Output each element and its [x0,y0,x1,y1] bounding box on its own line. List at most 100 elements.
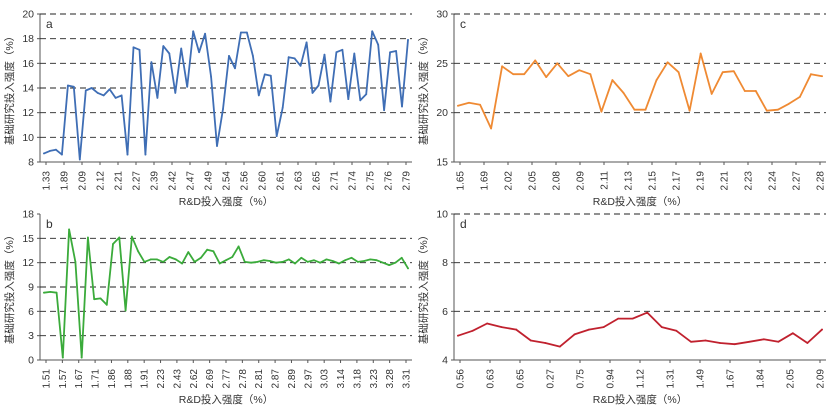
data-point [210,76,212,78]
y-tick-label: 12 [22,257,34,269]
data-point [68,228,71,231]
x-tick-label: 1.12 [636,369,647,389]
data-point [363,260,365,262]
data-point [317,84,320,87]
data-point [84,89,87,92]
data-point [55,291,58,294]
x-tick-label: 2.61 [276,171,287,191]
x-tick-label: 3.03 [320,369,331,389]
y-tick-label: 16 [22,58,34,70]
data-point [688,109,691,112]
panel-d: 4 6 8 10 0.56 0.63 0.65 0.27 0.75 0.94 1.12 1.31 1.4… [417,209,827,407]
x-tick-label: 2.62 [189,369,200,389]
data-point [331,260,334,262]
data-point [523,73,526,76]
data-point [61,153,63,156]
data-point [457,104,459,107]
data-point [600,110,603,113]
data-point [617,317,620,320]
data-point [90,87,93,89]
x-tick-label: 1.86 [107,369,118,389]
data-point [114,96,117,99]
data-point [660,326,663,329]
data-point [335,51,338,54]
data-point [269,260,271,262]
data-point [389,51,391,54]
data-point [299,64,302,67]
data-point [748,340,751,343]
data-point [690,340,692,343]
data-point [777,340,780,343]
data-point [212,250,215,253]
data-point [168,256,171,258]
data-point [323,53,326,56]
x-tick-label: 2.21 [720,171,731,191]
data-point [338,262,340,265]
data-point [791,332,794,335]
x-tick-label: 3.14 [336,369,347,389]
data-point [479,103,481,106]
data-point [500,326,503,329]
y-tick-label: 25 [436,58,448,70]
y-tick-label: 9 [28,282,34,294]
x-tick-label: 2.08 [552,171,563,191]
data-point [347,98,350,100]
data-point [287,56,290,59]
y-tick-label: 3 [28,330,34,342]
data-point [256,260,259,263]
series-line [43,30,409,161]
data-point [61,356,64,359]
x-axis-title: R&D投入强度（%） [593,393,688,406]
data-point [118,236,121,239]
data-point [228,55,230,57]
data-point [529,339,532,342]
data-point [216,145,218,147]
x-tick-label: 3.18 [352,369,363,389]
x-tick-label: 2.69 [205,369,216,389]
data-point [306,260,309,263]
y-tick-label: 12 [22,107,34,119]
data-point [573,333,576,336]
x-axis-title: R&D投入强度（%） [179,393,274,406]
data-point [501,65,504,68]
y-tick-label: 10 [22,132,34,144]
data-point [124,309,127,312]
data-point [471,329,474,332]
data-point [108,88,111,91]
data-point [754,90,757,92]
data-point [174,92,177,94]
x-tick-label: 2.09 [576,171,587,191]
x-tick-label: 2.78 [238,369,249,389]
data-point [732,70,735,73]
data-point [150,61,153,63]
y-tick-label: 8 [442,257,448,269]
data-point [375,259,378,262]
data-point [43,152,45,155]
x-tick-label: 2.02 [504,171,515,191]
data-point [162,45,165,47]
data-point [534,59,537,62]
x-tick-label: 1.69 [480,171,491,191]
data-point [305,41,308,44]
x-tick-label: 2.56 [240,171,251,191]
data-point [72,85,75,88]
data-point [602,326,605,329]
x-tick-label: 2.97 [303,369,314,389]
x-tick-label: 2.21 [114,171,125,191]
x-tick-label: 2.09 [816,369,827,389]
data-point [102,94,105,97]
panel-label: c [460,17,466,31]
y-tick-label: 20 [22,9,34,21]
x-tick-label: 2.42 [168,171,179,191]
data-point [218,262,221,265]
data-point [821,75,823,78]
data-point [699,52,702,55]
x-tick-label: 3.31 [402,369,413,389]
data-point [275,135,278,138]
y-tick-label: 15 [22,233,34,245]
y-tick-label: 15 [436,157,448,169]
y-tick-label: 18 [22,209,34,221]
data-point [381,261,384,264]
data-point [544,342,547,344]
